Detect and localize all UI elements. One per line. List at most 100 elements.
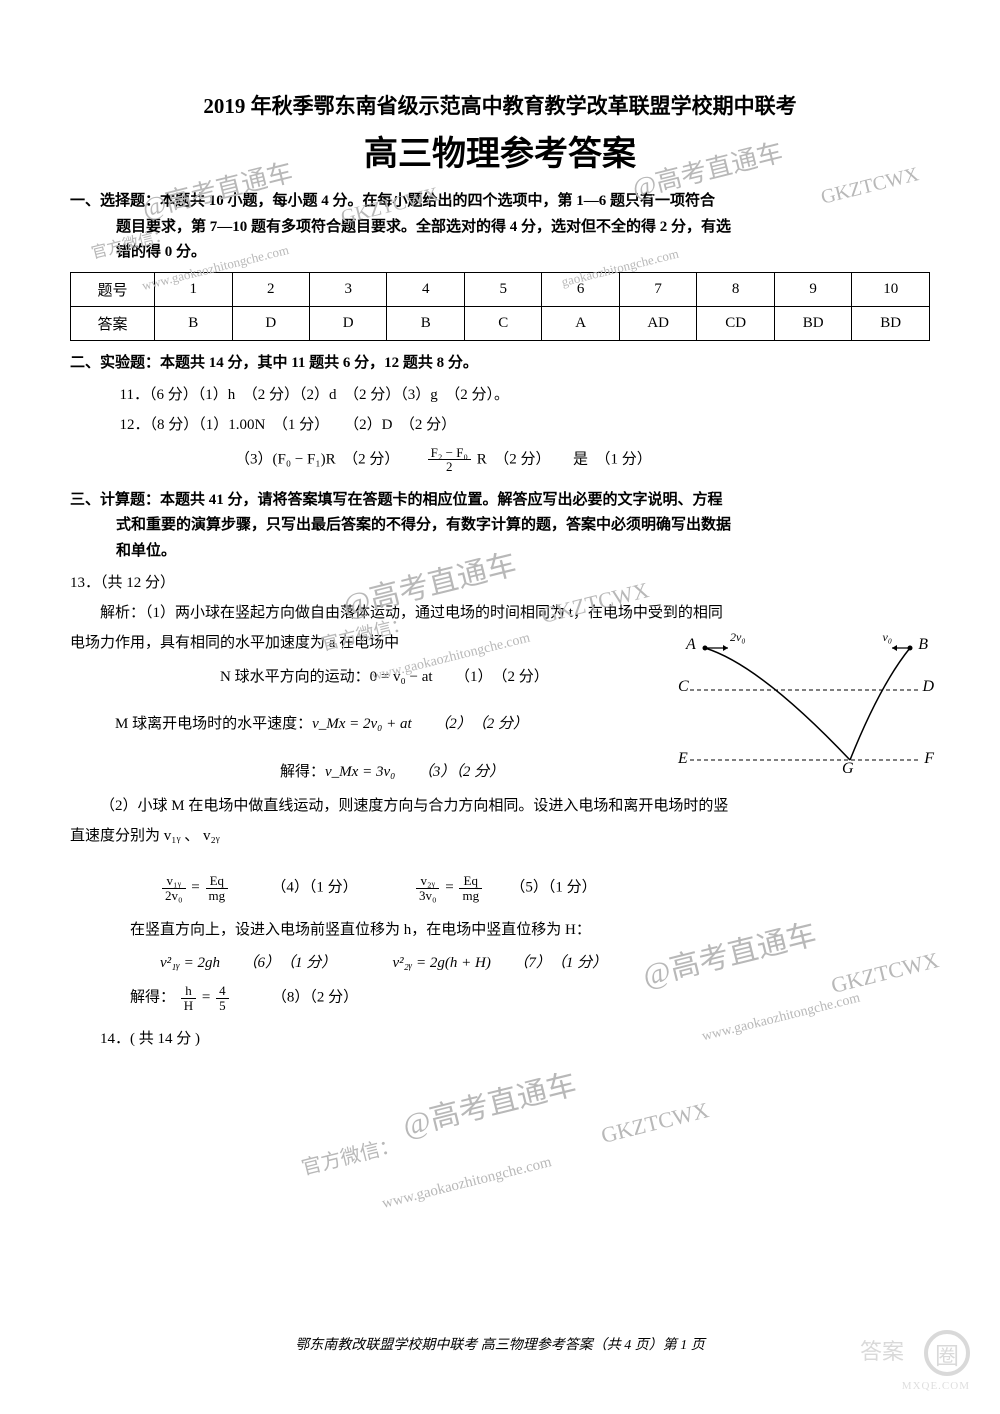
table-cell: 2 bbox=[232, 272, 309, 306]
diagram-label-G: G bbox=[842, 760, 854, 778]
diagram-label-E: E bbox=[678, 750, 688, 768]
eq8-label: （8）（2 分） bbox=[279, 990, 358, 1006]
watermark-text: 官方微信： bbox=[298, 1128, 402, 1180]
frac-den: mg bbox=[206, 889, 229, 903]
table-cell: CD bbox=[697, 306, 774, 340]
frac-num: 4 bbox=[216, 984, 229, 999]
eq4-lhs: v₁ᵧ 2v₀ bbox=[162, 874, 186, 902]
q13-eq3-prefix: 解得： bbox=[280, 764, 325, 780]
section3-line2: 式和重要的演算步骤，只写出最后答案的不得分，有数字计算的题，答案中必须明确写出数… bbox=[70, 513, 930, 539]
table-cell: AD bbox=[619, 306, 696, 340]
stamp-circle-icon: 圈 bbox=[924, 1330, 970, 1376]
stamp-text: 答案 bbox=[860, 1334, 904, 1366]
q13-eq2: v_Mx = 2v₀ + at （2） （2 分） bbox=[312, 716, 528, 732]
exam-title-sub: 高三物理参考答案 bbox=[70, 126, 930, 175]
q13-eq8-line: 解得： h H = 4 5 （8）（2 分） bbox=[70, 984, 930, 1012]
frac-den: H bbox=[181, 999, 196, 1013]
table-cell: 4 bbox=[387, 272, 464, 306]
frac-num: h bbox=[181, 984, 196, 999]
eq5-label: （5）（1 分） bbox=[518, 880, 597, 896]
section3-line3: 和单位。 bbox=[70, 539, 930, 565]
diagram-label-F: F bbox=[924, 750, 934, 768]
table-cell: 3 bbox=[309, 272, 386, 306]
q13-p1a: 解析：（1）两小球在竖起方向做自由落体运动，通过电场的时间相同为 t，在电场中受… bbox=[70, 600, 930, 628]
diagram-label-C: C bbox=[678, 678, 689, 696]
table-cell: A bbox=[542, 306, 619, 340]
table-cell: 6 bbox=[542, 272, 619, 306]
q13-title: 13．（共 12 分） bbox=[70, 570, 930, 598]
q14-title: 14．( 共 14 分 ) bbox=[70, 1026, 930, 1054]
table-row: 答案 B D D B C A AD CD BD BD bbox=[71, 306, 930, 340]
table-cell: 5 bbox=[464, 272, 541, 306]
q13-eq8-prefix: 解得： bbox=[130, 990, 175, 1006]
page-footer: 鄂东南教改联盟学校期中联考 高三物理参考答案（共 4 页）第 1 页 bbox=[0, 1334, 1000, 1354]
section3-head: 三、计算题：本题共 41 分，请将答案填写在答题卡的相应位置。解答应写出必要的文… bbox=[70, 488, 930, 565]
section1-line3: 错的得 0 分。 bbox=[70, 240, 930, 266]
diagram-label-v0: v₀ bbox=[883, 630, 893, 645]
frac-num: Eq bbox=[206, 874, 229, 889]
answer-table: 题号 1 2 3 4 5 6 7 8 9 10 答案 B D D B C A A… bbox=[70, 272, 930, 341]
exam-title-main: 2019 年秋季鄂东南省级示范高中教育教学改革联盟学校期中联考 bbox=[70, 90, 930, 120]
diagram-label-A: A bbox=[686, 636, 696, 654]
q13-p2a: （2）小球 M 在电场中做直线运动，则速度方向与合力方向相同。设进入电场和离开电… bbox=[70, 793, 930, 821]
table-cell: BD bbox=[852, 306, 930, 340]
section1-line1: 一、选择题：本题共 10 小题，每小题 4 分。在每小题给出的四个选项中，第 1… bbox=[70, 193, 715, 209]
eq5-lhs: v₂ᵧ 3v₀ bbox=[416, 874, 440, 902]
q13-eq3: v_Mx = 3v₀ （3）（2 分） bbox=[325, 764, 504, 780]
diagram-label-B: B bbox=[918, 636, 928, 654]
frac-den: 2 bbox=[428, 460, 471, 474]
eq8-lhs: h H bbox=[181, 984, 196, 1012]
eq4-rhs: Eq mg bbox=[206, 874, 229, 902]
table-row: 题号 1 2 3 4 5 6 7 8 9 10 bbox=[71, 272, 930, 306]
diagram-label-D: D bbox=[922, 678, 934, 696]
q12-a: 12．（8 分）（1）1.00N （1 分） （2）D （2 分） bbox=[70, 412, 930, 440]
row-label-num: 题号 bbox=[71, 272, 155, 306]
q12-b-suffix: R （2 分） 是 （1 分） bbox=[477, 451, 652, 467]
frac-den: 3v₀ bbox=[416, 889, 440, 903]
eq5-rhs: Eq mg bbox=[459, 874, 482, 902]
q13-p2b: 直速度分别为 v₁ᵧ 、 v₂ᵧ bbox=[70, 823, 930, 851]
stamp-url: MXQE.COM bbox=[902, 1380, 970, 1392]
frac-den: 5 bbox=[216, 999, 229, 1013]
table-cell: C bbox=[464, 306, 541, 340]
section1-head: 一、选择题：本题共 10 小题，每小题 4 分。在每小题给出的四个选项中，第 1… bbox=[70, 189, 930, 266]
eq4-label: （4）（1 分） bbox=[279, 880, 350, 896]
q12-b-frac: F₂ − F₀ 2 bbox=[428, 446, 471, 474]
watermark-text: @高考直通车 bbox=[397, 1059, 580, 1145]
table-cell: 1 bbox=[155, 272, 232, 306]
q13-eq7: v²₂ᵧ = 2g(h + H) （7） （1 分） bbox=[392, 955, 607, 971]
frac-num: v₂ᵧ bbox=[416, 874, 440, 889]
section2-head: 二、实验题：本题共 14 分，其中 11 题共 6 分，12 题共 8 分。 bbox=[70, 351, 930, 377]
q13-eq1: N 球水平方向的运动：0 = v₀ − at （1） （2 分） bbox=[70, 664, 670, 692]
table-cell: B bbox=[155, 306, 232, 340]
q12-b-prefix: （3）(F₀ − F₁)R （2 分） bbox=[235, 451, 422, 467]
q13-eq45-line: v₁ᵧ 2v₀ = Eq mg （4）（1 分） v₂ᵧ 3v₀ = Eq mg… bbox=[70, 874, 930, 902]
frac-num: v₁ᵧ bbox=[162, 874, 186, 889]
watermark-text: GKZTCWX bbox=[598, 1097, 711, 1149]
frac-num: Eq bbox=[459, 874, 482, 889]
q12-b: （3）(F₀ − F₁)R （2 分） F₂ − F₀ 2 R （2 分） 是 … bbox=[70, 446, 930, 474]
table-cell: B bbox=[387, 306, 464, 340]
q13-eq3-line: 解得：v_Mx = 3v₀ （3）（2 分） bbox=[70, 759, 670, 787]
section1-line2: 题目要求，第 7—10 题有多项符合题目要求。全部选对的得 4 分，选对但不全的… bbox=[70, 215, 930, 241]
q13-eq6: v²₁ᵧ = 2gh （6） （1 分） bbox=[160, 955, 329, 971]
q13-eq2-line: M 球离开电场时的水平速度：v_Mx = 2v₀ + at （2） （2 分） bbox=[70, 711, 670, 739]
row-label-ans: 答案 bbox=[71, 306, 155, 340]
frac-den: 2v₀ bbox=[162, 889, 186, 903]
q13-p1b: 电场力作用，具有相同的水平加速度为 a 在电场中 bbox=[70, 630, 670, 658]
table-cell: D bbox=[309, 306, 386, 340]
table-cell: D bbox=[232, 306, 309, 340]
section3-line1: 三、计算题：本题共 41 分，请将答案填写在答题卡的相应位置。解答应写出必要的文… bbox=[70, 492, 723, 508]
q13-eq2-prefix: M 球离开电场时的水平速度： bbox=[70, 716, 312, 732]
table-cell: 7 bbox=[619, 272, 696, 306]
table-cell: 9 bbox=[774, 272, 851, 306]
q13-p3: 在竖直方向上，设进入电场前竖直位移为 h，在电场中竖直位移为 H： bbox=[70, 917, 930, 945]
frac-den: mg bbox=[459, 889, 482, 903]
q13-eq67-line: v²₁ᵧ = 2gh （6） （1 分） v²₂ᵧ = 2g(h + H) （7… bbox=[70, 950, 930, 978]
table-cell: 10 bbox=[852, 272, 930, 306]
table-cell: BD bbox=[774, 306, 851, 340]
eq8-rhs: 4 5 bbox=[216, 984, 229, 1012]
table-cell: 8 bbox=[697, 272, 774, 306]
diagram-label-2v0: 2v₀ bbox=[730, 630, 746, 645]
watermark-text: www.gaokaozhitongche.com bbox=[381, 1154, 554, 1213]
